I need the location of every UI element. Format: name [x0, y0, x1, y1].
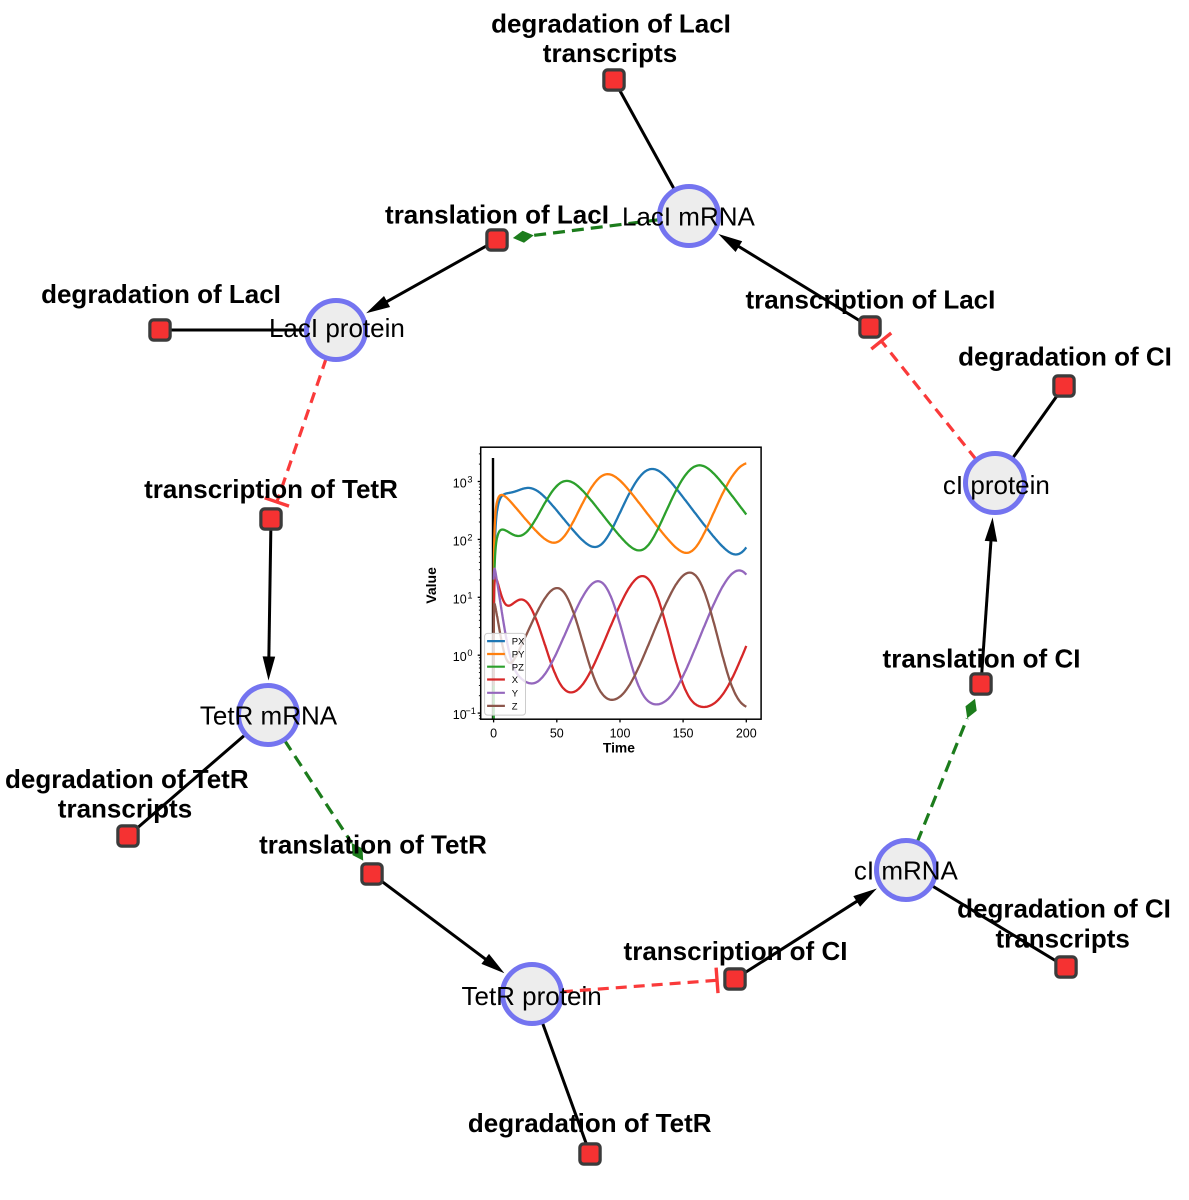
svg-text:transcription of CI: transcription of CI — [624, 936, 848, 966]
svg-text:50: 50 — [550, 726, 564, 740]
svg-text:10: 10 — [453, 592, 467, 606]
svg-text:translation of TetR: translation of TetR — [259, 829, 487, 859]
svg-text:2: 2 — [467, 532, 472, 542]
svg-text:Value: Value — [423, 567, 439, 604]
svg-text:10: 10 — [453, 534, 467, 548]
svg-text:200: 200 — [736, 726, 757, 740]
svg-text:0: 0 — [490, 726, 497, 740]
svg-text:100: 100 — [610, 726, 631, 740]
svg-text:degradation of TetR: degradation of TetR — [5, 764, 249, 794]
svg-text:150: 150 — [673, 726, 694, 740]
svg-text:10: 10 — [453, 708, 467, 722]
svg-text:PX: PX — [512, 637, 525, 648]
svg-text:degradation of LacI: degradation of LacI — [491, 9, 731, 39]
svg-text:transcripts: transcripts — [996, 923, 1130, 953]
svg-text:TetR protein: TetR protein — [462, 981, 602, 1011]
svg-text:Time: Time — [603, 740, 635, 755]
svg-text:1: 1 — [467, 590, 472, 600]
svg-text:TetR mRNA: TetR mRNA — [200, 700, 338, 730]
svg-text:3: 3 — [467, 475, 472, 485]
svg-text:10: 10 — [453, 650, 467, 664]
svg-text:translation of CI: translation of CI — [883, 644, 1081, 674]
svg-text:LacI mRNA: LacI mRNA — [622, 201, 756, 231]
svg-text:degradation of CI: degradation of CI — [957, 894, 1171, 924]
svg-text:transcripts: transcripts — [58, 794, 192, 824]
svg-text:translation of LacI: translation of LacI — [385, 200, 609, 230]
svg-text:X: X — [512, 675, 519, 686]
svg-text:PY: PY — [512, 650, 525, 661]
svg-text:transcription of LacI: transcription of LacI — [745, 285, 995, 315]
svg-text:degradation of CI: degradation of CI — [958, 342, 1172, 372]
svg-text:cI mRNA: cI mRNA — [854, 855, 959, 885]
svg-text:transcripts: transcripts — [543, 38, 677, 68]
svg-text:degradation of TetR: degradation of TetR — [468, 1108, 712, 1138]
svg-text:PZ: PZ — [512, 662, 524, 673]
svg-text:degradation of LacI: degradation of LacI — [41, 279, 281, 309]
svg-text:10: 10 — [453, 477, 467, 491]
svg-text:transcription of TetR: transcription of TetR — [144, 474, 398, 504]
svg-text:0: 0 — [467, 648, 472, 658]
svg-text:−1: −1 — [465, 706, 475, 716]
svg-text:LacI protein: LacI protein — [269, 313, 405, 343]
svg-text:cI protein: cI protein — [943, 470, 1050, 500]
svg-text:Y: Y — [512, 688, 519, 699]
svg-text:Z: Z — [512, 702, 518, 713]
